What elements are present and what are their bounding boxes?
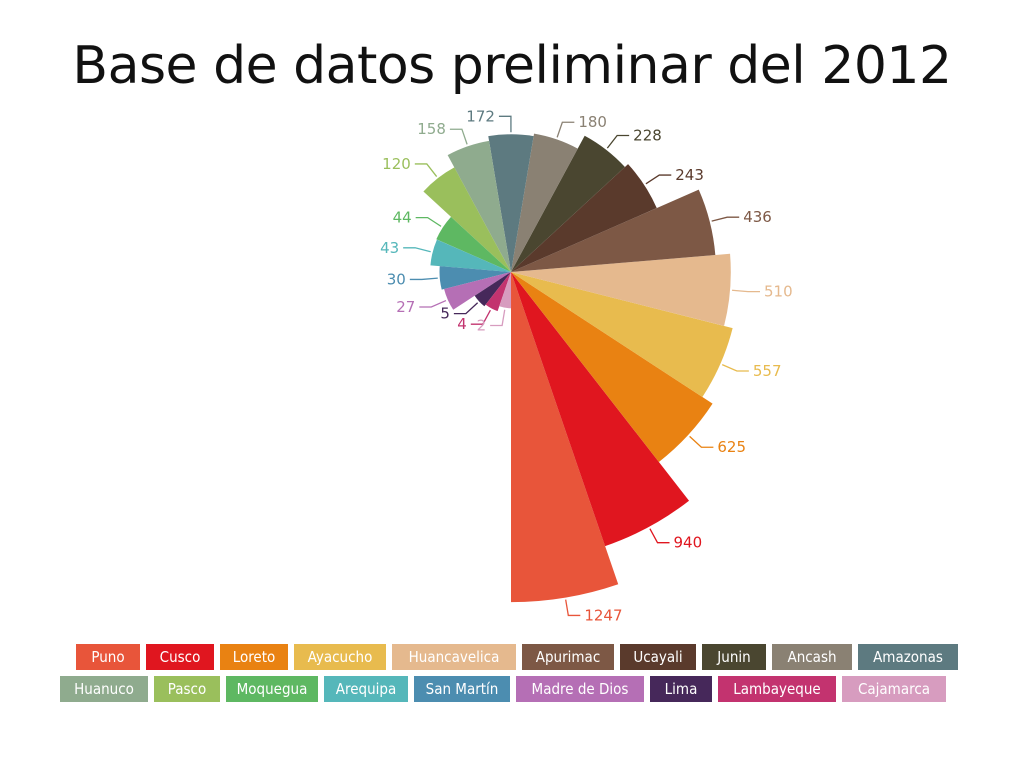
value-label: 4 xyxy=(457,315,467,333)
slice-amazonas xyxy=(488,134,534,272)
slice-ancash xyxy=(511,133,578,272)
value-label: 30 xyxy=(387,270,406,288)
value-label: 2 xyxy=(477,317,487,335)
leader-line xyxy=(606,134,630,149)
slice-san-martín xyxy=(439,266,511,290)
legend-row-2: Huanuco Pasco Moquegua Arequipa San Martín Ma… xyxy=(0,676,1024,704)
legend-item-huancavelica: Huancavelica xyxy=(392,644,516,670)
value-label: 436 xyxy=(743,208,772,226)
legend-item-puno: Puno xyxy=(76,644,140,670)
slice-arequipa xyxy=(430,239,511,272)
slice-moquegua xyxy=(436,216,511,272)
legend-item-ancash: Ancash xyxy=(772,644,852,670)
leader-line xyxy=(731,289,760,293)
slice-lima xyxy=(474,272,511,307)
leader-line xyxy=(645,174,672,185)
leader-line xyxy=(711,216,740,222)
value-label: 172 xyxy=(466,107,495,125)
value-label: 243 xyxy=(675,166,704,184)
leader-line xyxy=(403,247,431,253)
leader-line xyxy=(453,302,479,315)
leader-line xyxy=(721,364,749,372)
slice-ucayali xyxy=(511,164,657,272)
leader-line xyxy=(449,128,468,145)
value-label: 158 xyxy=(417,120,446,138)
legend-item-lima: Lima xyxy=(650,676,712,702)
value-label: 510 xyxy=(764,283,793,301)
legend-item-moquegua: Moquegua xyxy=(226,676,318,702)
legend-item-ayacucho: Ayacucho xyxy=(294,644,386,670)
legend-item-cusco: Cusco xyxy=(146,644,214,670)
leader-line xyxy=(649,528,670,544)
slice-lambayeque xyxy=(485,272,511,312)
legend-item-arequipa: Arequipa xyxy=(324,676,408,702)
legend-item-huanuco: Huanuco xyxy=(60,676,148,702)
slice-huancavelica xyxy=(511,253,731,326)
leader-line xyxy=(419,299,447,308)
leader-line xyxy=(689,435,714,448)
value-label: 1247 xyxy=(584,606,622,624)
leader-line xyxy=(415,216,442,227)
value-label: 120 xyxy=(382,155,411,173)
slice-ayacucho xyxy=(511,272,733,398)
slice-huanuco xyxy=(447,140,511,272)
slice-madre-de-dios xyxy=(444,272,511,310)
value-label: 557 xyxy=(753,362,782,380)
legend-item-apurimac: Apurimac xyxy=(522,644,614,670)
slice-loreto xyxy=(511,272,713,462)
legend-item-junin: Junin xyxy=(702,644,766,670)
value-label: 27 xyxy=(396,298,415,316)
legend-item-lambayeque: Lambayeque xyxy=(718,676,836,702)
slice-cusco xyxy=(511,272,690,547)
value-label: 44 xyxy=(393,209,412,227)
slice-cajamarca xyxy=(499,272,512,309)
value-label: 940 xyxy=(674,534,703,552)
leader-line xyxy=(556,121,575,138)
legend-item-madre-de-dios: Madre de Dios xyxy=(516,676,644,702)
value-label: 625 xyxy=(717,438,746,456)
chart-title: Base de datos preliminar del 2012 xyxy=(72,36,952,96)
slice-apurimac xyxy=(511,189,716,272)
slice-junin xyxy=(511,135,625,272)
leader-line xyxy=(490,309,506,327)
legend-item-cajamarca: Cajamarca xyxy=(842,676,946,702)
legend-row-1: Puno Cusco Loreto Ayacucho Huancavelica Apuri… xyxy=(0,644,1024,672)
leader-line xyxy=(565,599,581,617)
legend-item-ucayali: Ucayali xyxy=(620,644,696,670)
legend-item-san-martín: San Martín xyxy=(414,676,510,702)
value-label: 228 xyxy=(633,127,662,145)
legend-item-amazonas: Amazonas xyxy=(858,644,958,670)
value-label: 43 xyxy=(380,239,399,257)
value-label: 5 xyxy=(440,305,450,323)
slice-pasco xyxy=(423,167,511,272)
leader-line xyxy=(498,115,512,133)
value-label: 180 xyxy=(578,113,607,131)
leader-line xyxy=(409,277,438,281)
leader-line xyxy=(414,163,438,177)
legend-item-pasco: Pasco xyxy=(154,676,220,702)
slice-puno xyxy=(511,272,619,603)
legend-item-loreto: Loreto xyxy=(220,644,288,670)
leader-line xyxy=(470,309,491,325)
